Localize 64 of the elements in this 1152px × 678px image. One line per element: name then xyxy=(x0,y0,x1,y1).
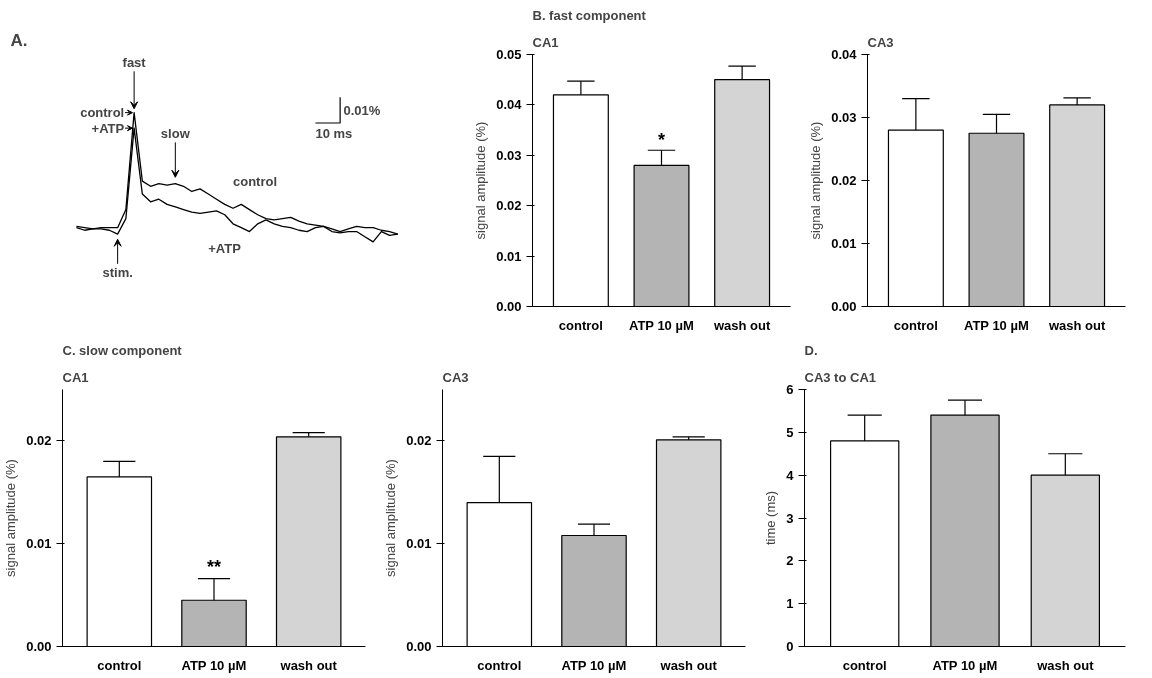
annotation: * xyxy=(658,130,666,151)
text: stim. xyxy=(102,265,133,281)
text: C. slow component xyxy=(62,342,182,358)
x-tick-label: wash out xyxy=(1047,317,1106,333)
y-axis-title: signal amplitude (%) xyxy=(473,121,489,240)
x-tick-label: ATP 10 µM xyxy=(932,657,998,673)
x-tick-label: control xyxy=(842,657,887,673)
x-tick-label: wash out xyxy=(1036,657,1095,673)
y-tick-label: 0.00 xyxy=(406,639,432,654)
y-tick-label: 0.00 xyxy=(26,639,52,654)
chart-title: A. xyxy=(10,30,28,50)
y-tick-label: 2 xyxy=(786,553,794,569)
annotation: 10 ms xyxy=(315,125,353,141)
y-axis-title: signal amplitude (%) xyxy=(383,459,399,577)
legend-label: control xyxy=(80,105,125,121)
y-tick-label: 0.02 xyxy=(406,433,432,449)
text: B. fast component xyxy=(532,7,646,23)
y-tick-label: 0.04 xyxy=(831,47,858,62)
y-tick-label: 4 xyxy=(786,467,795,483)
text: control xyxy=(233,173,278,189)
y-tick-label: 0.03 xyxy=(831,110,857,125)
legend-label: +ATP xyxy=(91,120,125,136)
chart-title: CA3 to CA1 xyxy=(804,369,877,385)
x-tick-label: ATP 10 µM xyxy=(181,657,247,673)
x-tick-label: control xyxy=(893,317,938,333)
y-tick-label: 5 xyxy=(786,424,794,440)
chart-title: CA1 xyxy=(532,34,559,50)
y-tick-label: 0.02 xyxy=(496,198,522,214)
annotation: 0.01% xyxy=(343,102,381,118)
x-tick-label: wash out xyxy=(659,657,718,673)
x-tick-label: ATP 10 µM xyxy=(561,657,627,673)
y-tick-label: 0.01 xyxy=(406,536,432,552)
y-tick-label: 0.03 xyxy=(496,147,522,163)
text: fast xyxy=(122,55,147,71)
y-tick-label: 0.05 xyxy=(496,47,522,62)
y-tick-label: 0.00 xyxy=(496,299,522,314)
y-tick-label: 0.01 xyxy=(26,536,52,552)
x-tick-label: control xyxy=(558,317,603,333)
x-tick-label: control xyxy=(97,657,142,673)
y-tick-label: 0.02 xyxy=(831,173,857,188)
y-tick-label: 0.04 xyxy=(496,97,523,113)
chart-title: CA3 xyxy=(442,369,469,385)
y-tick-label: 0.01 xyxy=(831,236,857,251)
annotation: slow xyxy=(160,126,191,142)
x-tick-label: ATP 10 µM xyxy=(963,317,1029,333)
y-tick-label: 6 xyxy=(786,382,794,397)
text: +ATP xyxy=(208,240,241,256)
chart-title: CA1 xyxy=(62,369,89,385)
chart-title: CA3 xyxy=(867,34,894,50)
text: D. xyxy=(804,342,818,358)
annotation: ** xyxy=(207,556,222,577)
y-tick-label: 1 xyxy=(786,596,794,612)
y-tick-label: 0.02 xyxy=(26,433,52,449)
y-tick-label: 0.00 xyxy=(831,299,857,314)
x-tick-label: control xyxy=(477,657,522,673)
y-tick-label: 0 xyxy=(786,639,794,654)
y-tick-label: 0.01 xyxy=(496,248,522,264)
y-axis-title: signal amplitude (%) xyxy=(808,121,824,240)
y-tick-label: 3 xyxy=(786,510,794,526)
y-axis-title: signal amplitude (%) xyxy=(3,459,19,577)
y-axis-title: time (ms) xyxy=(763,490,779,546)
x-tick-label: wash out xyxy=(712,317,771,333)
x-tick-label: wash out xyxy=(279,657,338,673)
x-tick-label: ATP 10 µM xyxy=(628,317,694,333)
